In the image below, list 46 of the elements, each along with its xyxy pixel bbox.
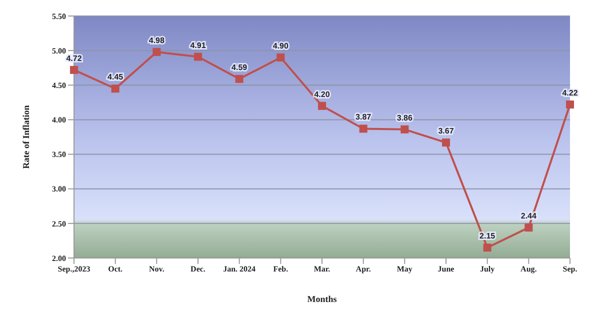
point <box>566 100 574 109</box>
x-tick-label: Nov. <box>148 264 164 274</box>
point <box>152 48 161 56</box>
point <box>483 244 492 252</box>
point <box>359 124 368 133</box>
point <box>442 138 450 147</box>
point <box>276 53 285 62</box>
data-label: 3.86 <box>396 113 413 122</box>
y-tick-label: 5.50 <box>52 12 66 21</box>
y-tick-label: 3.00 <box>52 184 66 194</box>
x-tick-label: Sep.,2023 <box>58 264 90 274</box>
point <box>524 224 533 232</box>
y-tick-label: 4.50 <box>52 80 66 90</box>
data-label: 4.45 <box>108 72 124 82</box>
point <box>111 84 120 93</box>
point <box>70 66 78 74</box>
x-tick-label: Sep. <box>562 264 578 274</box>
x-tick-label: Apr. <box>356 264 371 274</box>
data-label: 4.98 <box>148 36 165 45</box>
data-label: 4.91 <box>190 40 206 50</box>
data-label: 3.87 <box>356 112 372 122</box>
y-tick-label: 2.50 <box>52 219 66 228</box>
x-tick-label: May <box>396 264 412 274</box>
data-label: 4.22 <box>562 88 578 98</box>
data-label: 4.90 <box>272 41 289 50</box>
x-tick-label: June <box>438 264 455 274</box>
x-tick-label: Jan. 2024 <box>223 264 256 274</box>
x-tick-label: Aug. <box>520 264 537 274</box>
data-label: 3.67 <box>438 126 454 136</box>
point <box>318 102 326 110</box>
point <box>235 74 244 83</box>
data-label: 4.20 <box>314 90 330 99</box>
y-tick-label: 2.00 <box>52 254 66 263</box>
x-tick-label: Dec. <box>190 264 206 274</box>
y-axis-title: Rate of Inflation <box>21 105 32 169</box>
y-tick-label: 3.50 <box>52 150 66 160</box>
point <box>400 125 409 134</box>
x-tick-label: Mar. <box>314 264 330 274</box>
x-tick-label: Oct. <box>108 264 123 274</box>
point <box>194 52 202 61</box>
x-axis-title: Months <box>307 294 338 304</box>
y-tick-label: 5.00 <box>52 46 66 56</box>
x-tick-label: Feb. <box>273 264 288 274</box>
y-tick-label: 4.00 <box>52 116 66 125</box>
data-label: 4.59 <box>232 62 248 72</box>
x-tick-label: July <box>480 264 495 274</box>
